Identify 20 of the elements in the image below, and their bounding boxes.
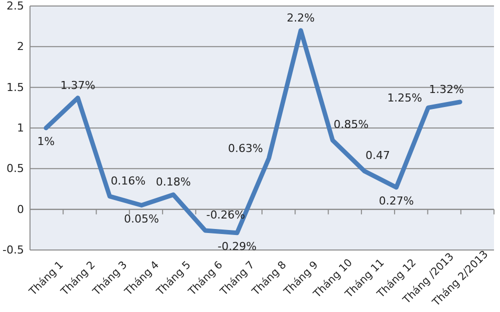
y-tick-label: -0.5 [2, 244, 24, 257]
data-label: 0.27% [378, 194, 414, 208]
data-label: 1% [37, 135, 55, 148]
data-label: 0.18% [156, 176, 191, 189]
y-tick-label: 0.5 [6, 162, 24, 176]
data-label: 2.2% [286, 11, 315, 24]
y-tick-label: 2 [17, 40, 24, 54]
y-tick-label: 2.5 [6, 0, 24, 13]
data-label: 1.37% [60, 78, 96, 92]
data-label: 0.63% [228, 142, 263, 156]
data-label: 1.32% [429, 82, 464, 96]
y-tick-label: 0 [17, 202, 24, 216]
data-label: 0.47 [365, 149, 390, 162]
data-label: 1.25% [387, 92, 422, 105]
y-tick-label: 1 [17, 122, 24, 135]
data-label: 0.85% [334, 118, 369, 132]
data-label: -0.29% [218, 240, 257, 253]
data-label: 0.16% [110, 174, 146, 188]
data-label: 0.05% [124, 212, 160, 226]
y-tick-label: 1.5 [6, 80, 24, 94]
